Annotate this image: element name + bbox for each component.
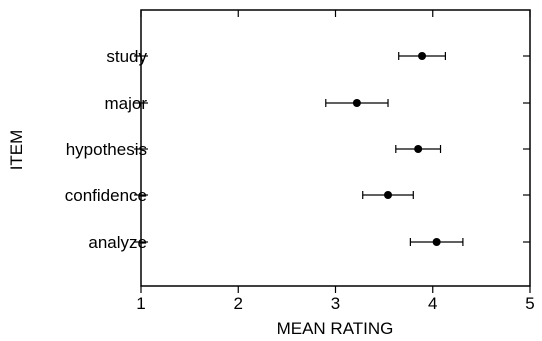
plot-frame <box>140 9 531 287</box>
y-tick-label: study <box>106 47 147 66</box>
y-axis-title: ITEM <box>7 130 26 171</box>
mean-point <box>384 191 393 199</box>
x-tick-label: 2 <box>234 294 243 313</box>
y-axis-ticks <box>134 55 530 243</box>
y-tick-label: confidence <box>65 186 147 205</box>
mean-point <box>414 145 423 153</box>
mean-point <box>432 238 441 246</box>
x-tick-label: 1 <box>136 294 145 313</box>
x-tick-label: 3 <box>331 294 340 313</box>
y-tick-label: analyze <box>88 233 147 252</box>
x-tick-label: 4 <box>428 294 437 313</box>
mean-point <box>352 99 361 107</box>
y-tick-label: major <box>104 94 147 113</box>
x-axis-ticks <box>140 10 531 293</box>
y-tick-label: hypothesis <box>66 140 147 159</box>
y-axis-tick-labels: study major hypothesis confidence analyze <box>65 47 148 252</box>
data-marks <box>325 52 464 246</box>
x-tick-label: 5 <box>525 294 534 313</box>
x-axis-tick-labels: 1 2 3 4 5 <box>136 294 534 313</box>
mean-point <box>418 52 427 60</box>
x-axis-title: MEAN RATING <box>277 319 394 338</box>
